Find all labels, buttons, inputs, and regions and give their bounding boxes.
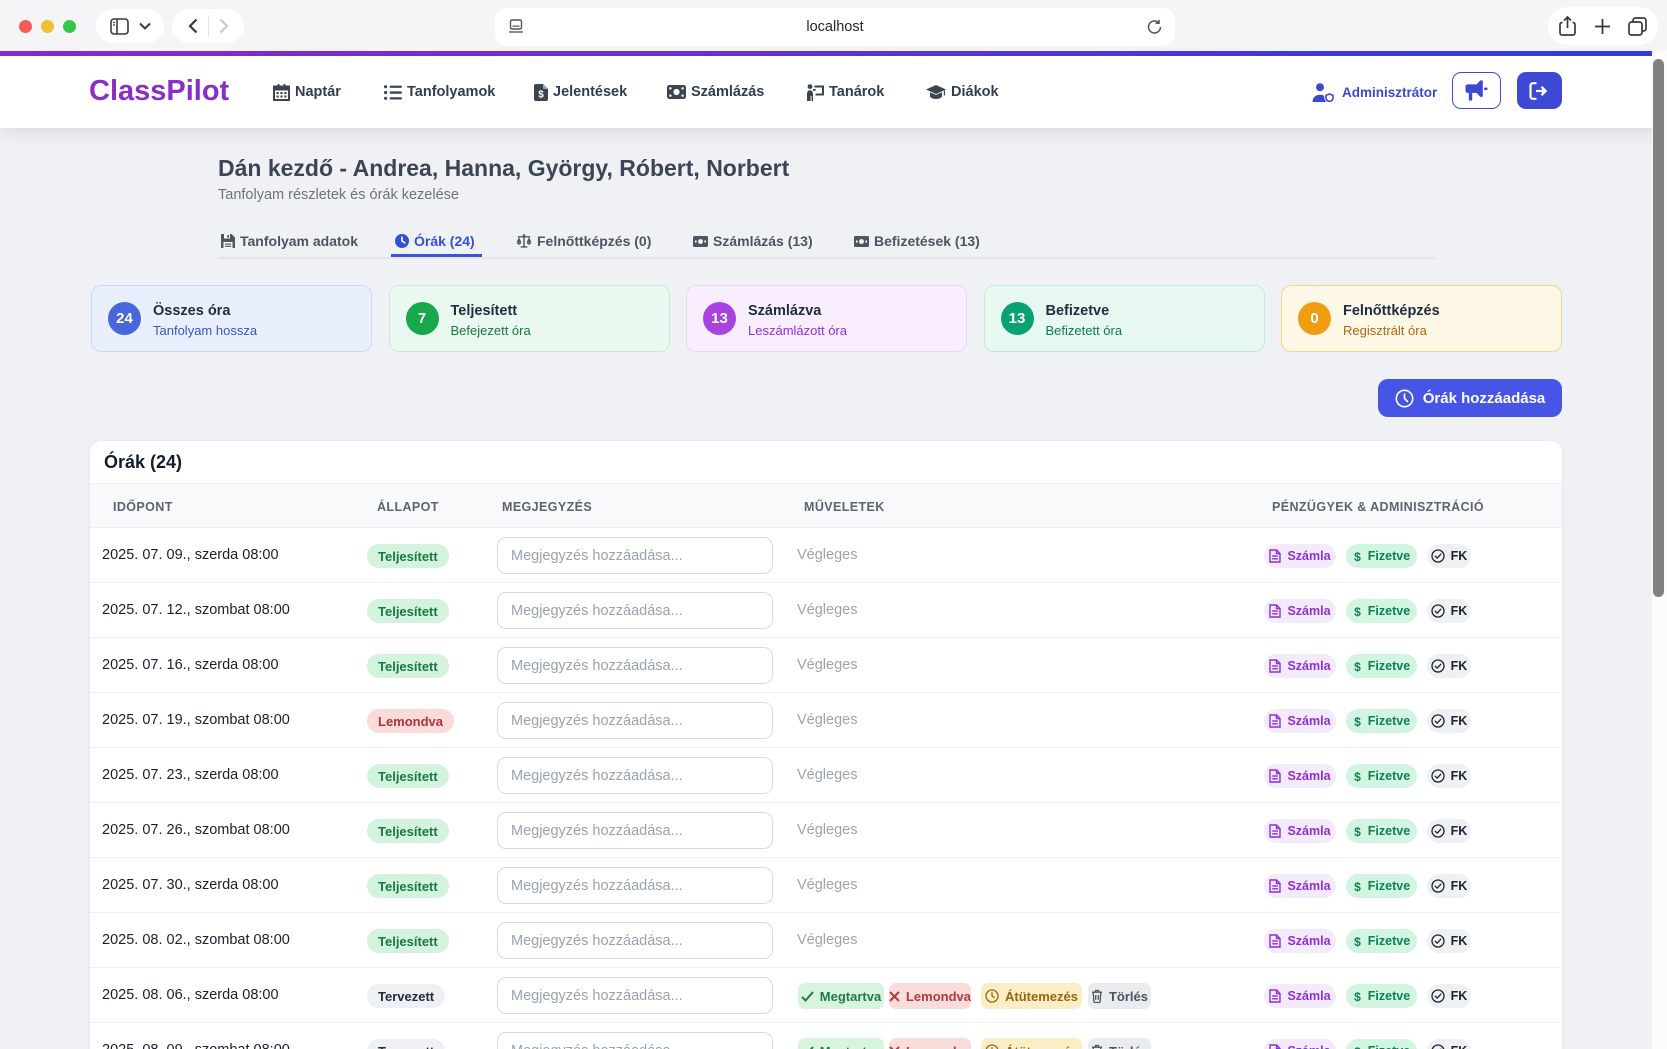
svg-text:$: $ <box>1354 1045 1361 1049</box>
svg-text:$: $ <box>1354 715 1361 728</box>
svg-text:$: $ <box>1354 550 1361 563</box>
svg-text:$: $ <box>1354 990 1361 1003</box>
svg-text:$: $ <box>1354 935 1361 948</box>
svg-text:$: $ <box>1354 770 1361 783</box>
svg-text:$: $ <box>1354 660 1361 673</box>
svg-text:$: $ <box>1354 825 1361 838</box>
svg-text:$: $ <box>1354 605 1361 618</box>
svg-text:$: $ <box>1354 880 1361 893</box>
svg-text:$: $ <box>538 89 544 100</box>
